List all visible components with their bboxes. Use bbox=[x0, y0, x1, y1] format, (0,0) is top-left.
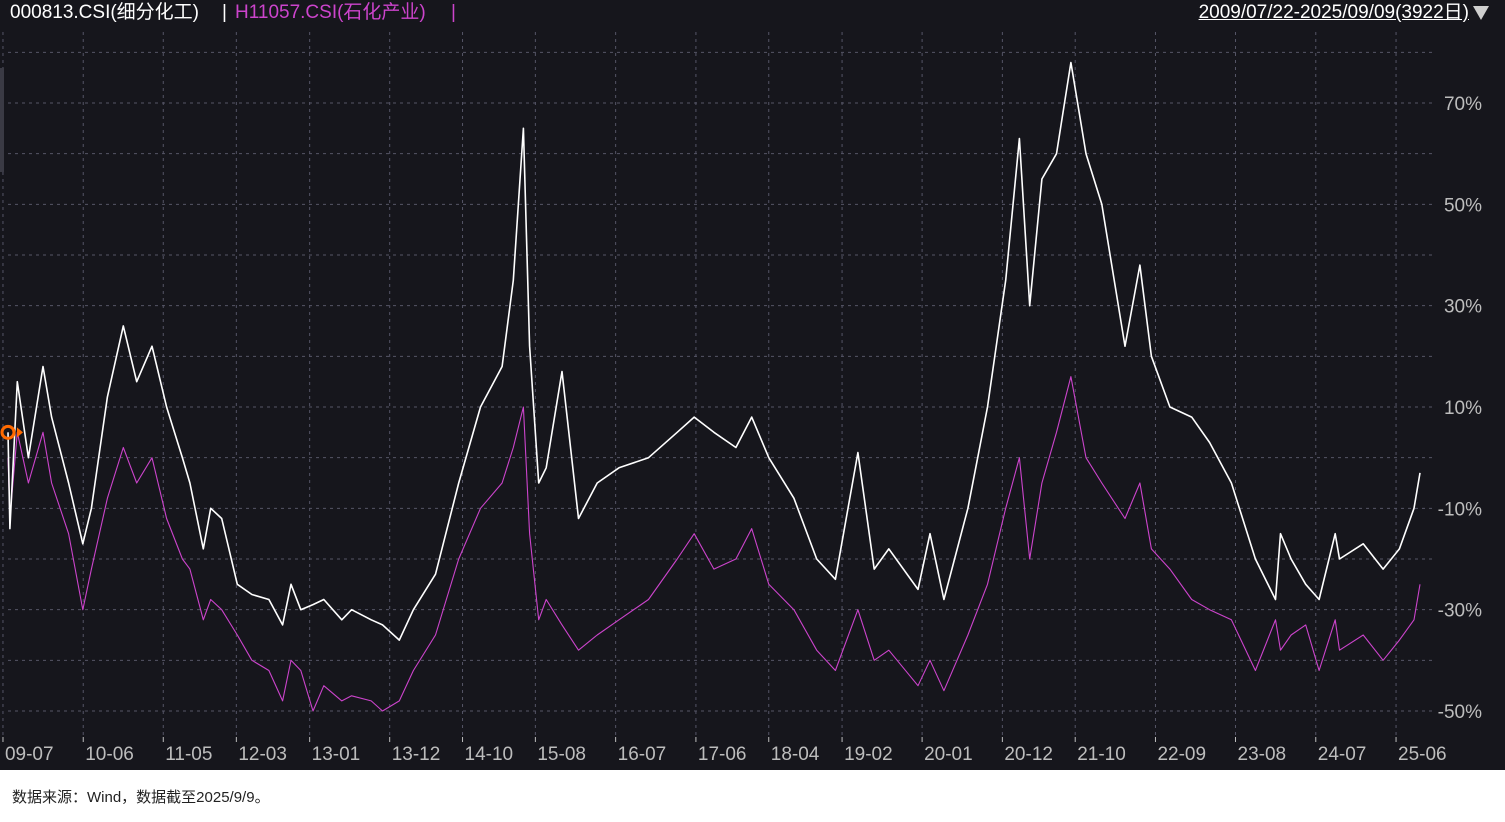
x-tick-label: 23-08 bbox=[1238, 744, 1287, 765]
line-chart[interactable]: 70% 50% 30% 10% -10% -30% -50% 09-07 10-06 11-05… bbox=[0, 0, 1505, 770]
y-tick-label: 10% bbox=[1444, 398, 1482, 419]
x-tick-label: 16-07 bbox=[618, 744, 667, 765]
legend-separator: | bbox=[222, 2, 227, 23]
x-tick-label: 25-06 bbox=[1398, 744, 1447, 765]
x-tick-label: 18-04 bbox=[771, 744, 820, 765]
y-tick-label: -30% bbox=[1438, 601, 1482, 622]
x-tick-label: 09-07 bbox=[5, 744, 54, 765]
current-position-marker[interactable] bbox=[0, 424, 23, 440]
x-tick-label: 14-10 bbox=[465, 744, 514, 765]
chart-header: 000813.CSI(细分化工) | H11057.CSI(石化产业) | 20… bbox=[0, 0, 1505, 28]
x-tick-label: 11-05 bbox=[165, 744, 212, 765]
source-note: 数据来源：Wind，数据截至2025/9/9。 bbox=[12, 789, 270, 806]
x-tick-label: 15-08 bbox=[537, 744, 586, 765]
x-tick-label: 12-03 bbox=[238, 744, 287, 765]
y-tick-label: 30% bbox=[1444, 297, 1482, 318]
date-range-selector[interactable]: 2009/07/22-2025/09/09(3922日) bbox=[1198, 2, 1469, 23]
y-axis-ticks: 70% 50% 30% 10% -10% -30% -50% bbox=[1438, 94, 1482, 723]
scroll-handle[interactable] bbox=[0, 68, 4, 172]
series-line-000813 bbox=[7, 61, 1421, 641]
legend-series-2[interactable]: H11057.CSI(石化产业) bbox=[235, 2, 426, 23]
y-tick-label: -10% bbox=[1438, 499, 1482, 520]
x-tick-label: 10-06 bbox=[85, 744, 134, 765]
x-tick-label: 13-01 bbox=[312, 744, 361, 765]
x-tick-label: 20-12 bbox=[1004, 744, 1053, 765]
legend-series-1[interactable]: 000813.CSI(细分化工) bbox=[10, 2, 200, 23]
y-tick-label: 70% bbox=[1444, 94, 1482, 115]
series-line-h11057 bbox=[7, 376, 1421, 712]
y-tick-label: 50% bbox=[1444, 195, 1482, 216]
x-tick-label: 24-07 bbox=[1318, 744, 1367, 765]
x-tick-label: 19-02 bbox=[844, 744, 893, 765]
x-tick-label: 21-10 bbox=[1077, 744, 1126, 765]
x-tick-label: 20-01 bbox=[924, 744, 973, 765]
x-tick-label: 22-09 bbox=[1157, 744, 1206, 765]
x-tick-label: 13-12 bbox=[392, 744, 441, 765]
chart-panel: 70% 50% 30% 10% -10% -30% -50% 09-07 10-06 11-05… bbox=[0, 0, 1505, 770]
chevron-down-icon[interactable] bbox=[1473, 6, 1489, 20]
legend-separator: | bbox=[451, 2, 456, 23]
x-tick-label: 17-06 bbox=[698, 744, 747, 765]
gridlines bbox=[2, 32, 1435, 737]
y-tick-label: -50% bbox=[1438, 702, 1482, 723]
x-axis-ticks: 09-07 10-06 11-05 12-03 13-01 13-12 14-10 15-08… bbox=[2, 737, 1447, 765]
series-lines bbox=[7, 61, 1421, 712]
